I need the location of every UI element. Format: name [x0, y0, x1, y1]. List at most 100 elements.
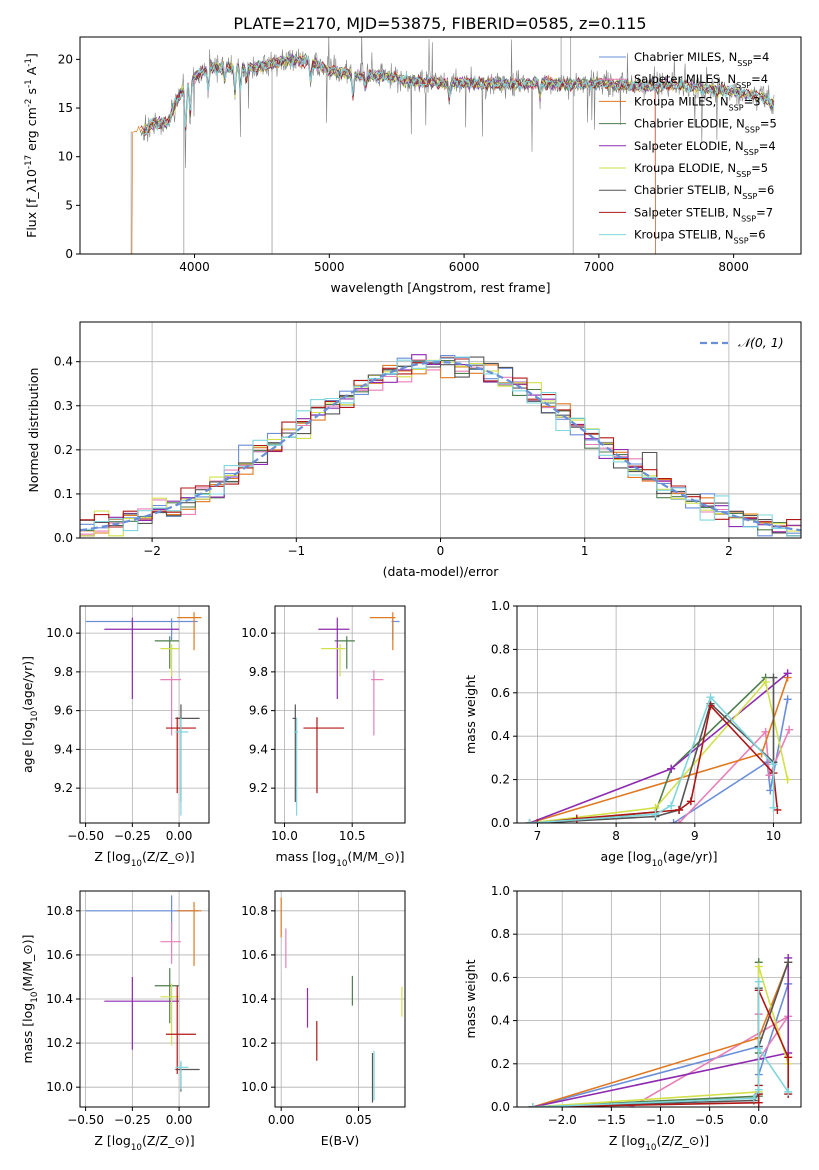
legend-label: Kroupa MILES, NSSP=3	[634, 94, 761, 112]
y-tick-label: 10.4	[241, 992, 268, 1006]
model-fit-kroupa-stelib	[143, 54, 775, 135]
x-tick-label: 7	[534, 829, 542, 843]
y-tick-label: 10.4	[46, 992, 73, 1006]
weight-marker	[761, 677, 770, 686]
weight-marker	[749, 1094, 758, 1103]
weight-marker	[533, 819, 542, 823]
weight-marker	[572, 814, 581, 823]
weight-marker	[783, 695, 792, 704]
legend: Chabrier MILES, NSSP=4 Salpeter MILES, NS…	[599, 50, 777, 245]
y-axis-label: Normed distribution	[26, 368, 41, 493]
weight-marker	[667, 764, 676, 773]
x-tick-label: 5000	[314, 260, 345, 274]
weight-line-kroupa-elodie	[529, 680, 789, 823]
y-tick-label: 0.6	[491, 970, 510, 984]
weight-marker	[784, 1053, 793, 1062]
axes-frame	[516, 890, 802, 1108]
y-tick-label: 10.0	[241, 1080, 268, 1094]
y-tick-label: 10.0	[46, 1080, 73, 1094]
legend-label: Salpeter MILES, NSSP=4	[634, 72, 768, 90]
weight-marker	[675, 805, 684, 814]
y-tick-label: 1.0	[491, 884, 510, 898]
weight-marker	[783, 775, 792, 784]
x-tick-label: −1.5	[597, 1113, 626, 1127]
weight-line-chabrier-stelib	[537, 677, 775, 823]
x-axis-label: mass [log10(M/M_⊙)]	[275, 849, 404, 869]
x-tick-label: −2.0	[548, 1113, 577, 1127]
x-tick-label: −1	[287, 544, 305, 558]
weight-marker	[783, 669, 792, 678]
residuals-panel: −2 −1 0 1 2 0.0 0.1 0.2 0.3 0.4 (data-model)/error…	[26, 321, 802, 579]
y-tick-label: 10.0	[46, 626, 73, 640]
weight-line-chabrier-miles	[673, 699, 789, 823]
y-tick-label: 0.8	[491, 642, 510, 656]
x-tick-label: −0.50	[67, 1113, 104, 1127]
x-tick-label: −2	[143, 544, 161, 558]
age-vs-metallicity-panel: −0.50 −0.25 0.00 9.2 9.4 9.6 9.8 10.0 Z [log10(Z…	[20, 605, 210, 869]
y-tick-label: 0	[65, 247, 73, 261]
x-tick-label: 1	[581, 544, 589, 558]
plot-area	[292, 612, 400, 816]
weight-vs-age-panel: 7 8 9 10 0.0 0.2 0.4 0.6 0.8 1.0 age [log10(age/yr…	[463, 599, 802, 869]
x-tick-label: 0.00	[268, 1113, 295, 1127]
x-axis-label: E(B-V)	[321, 1133, 360, 1148]
plot-area	[280, 897, 403, 1103]
mass-vs-ebv-panel: 0.00 0.05 10.0 10.2 10.4 10.6 10.8 E(B-V)	[241, 890, 406, 1148]
y-tick-label: 0.2	[491, 773, 510, 787]
y-tick-label: 0.4	[491, 1014, 510, 1028]
y-tick-label: 9.6	[249, 704, 268, 718]
x-tick-label: −0.5	[695, 1113, 724, 1127]
histogram-kroupa-stelib	[80, 356, 801, 537]
plot-area	[80, 354, 801, 537]
weight-marker	[784, 1087, 793, 1096]
legend-label: Salpeter ELODIE, NSSP=4	[634, 139, 776, 157]
legend-label: Chabrier STELIB, NSSP=6	[634, 183, 774, 201]
y-tick-label: 0.3	[54, 399, 73, 413]
weight-line-kroupa-stelib	[529, 695, 775, 823]
histogram-kroupa-miles	[80, 364, 801, 534]
weight-marker	[769, 803, 778, 812]
x-tick-label: 0	[437, 544, 445, 558]
plot-area	[85, 612, 202, 816]
age-vs-mass-panel: 10.0 10.5 9.2 9.4 9.6 9.8 10.0 mass [log10(M/M_…	[241, 605, 406, 869]
weight-marker	[754, 1044, 763, 1053]
x-axis-label: (data-model)/error	[383, 564, 500, 579]
y-axis-label: mass weight	[463, 675, 478, 754]
x-tick-label: 0.00	[166, 1113, 193, 1127]
weight-marker	[754, 977, 763, 986]
axes-frame	[274, 605, 406, 824]
y-tick-label: 0.0	[491, 1100, 510, 1114]
y-tick-label: 5	[65, 198, 73, 212]
y-tick-label: 10.2	[46, 1036, 73, 1050]
weight-vs-metallicity-panel: −2.0 −1.5 −1.0 −0.5 0.0 0.0 0.2 0.4 0.6 0.8 1.0 Z […	[463, 884, 802, 1153]
weight-marker	[706, 693, 715, 702]
y-tick-label: 0.0	[54, 531, 73, 545]
x-tick-label: 9	[691, 829, 699, 843]
x-axis-label: age [log10(age/yr)]	[600, 849, 717, 869]
y-tick-label: 9.8	[54, 665, 73, 679]
x-tick-label: 8	[612, 829, 620, 843]
weight-marker	[528, 1103, 537, 1107]
figure-title: PLATE=2170, MJD=53875, FIBERID=0585, z=0…	[233, 14, 646, 33]
legend-label: Chabrier ELODIE, NSSP=5	[634, 117, 777, 135]
y-tick-label: 0.0	[491, 816, 510, 830]
y-tick-label: 1.0	[491, 599, 510, 613]
weight-marker	[754, 962, 763, 971]
legend-label: Salpeter STELIB, NSSP=7	[634, 205, 773, 223]
x-tick-label: 0.0	[749, 1113, 768, 1127]
weight-marker	[769, 760, 778, 769]
x-tick-label: 10	[766, 829, 781, 843]
x-axis-label: wavelength [Angstrom, rest frame]	[330, 280, 550, 295]
histogram-chabrier-stelib	[80, 356, 801, 537]
y-tick-label: 10.8	[241, 904, 268, 918]
y-tick-label: 0.2	[491, 1057, 510, 1071]
y-tick-label: 10.8	[46, 904, 73, 918]
weight-marker	[769, 673, 778, 682]
weight-marker	[686, 797, 695, 806]
y-tick-label: 0.2	[54, 443, 73, 457]
y-tick-label: 0.1	[54, 487, 73, 501]
y-tick-label: 10.6	[241, 948, 268, 962]
legend-label: 𝒩(0, 1)	[738, 335, 784, 350]
